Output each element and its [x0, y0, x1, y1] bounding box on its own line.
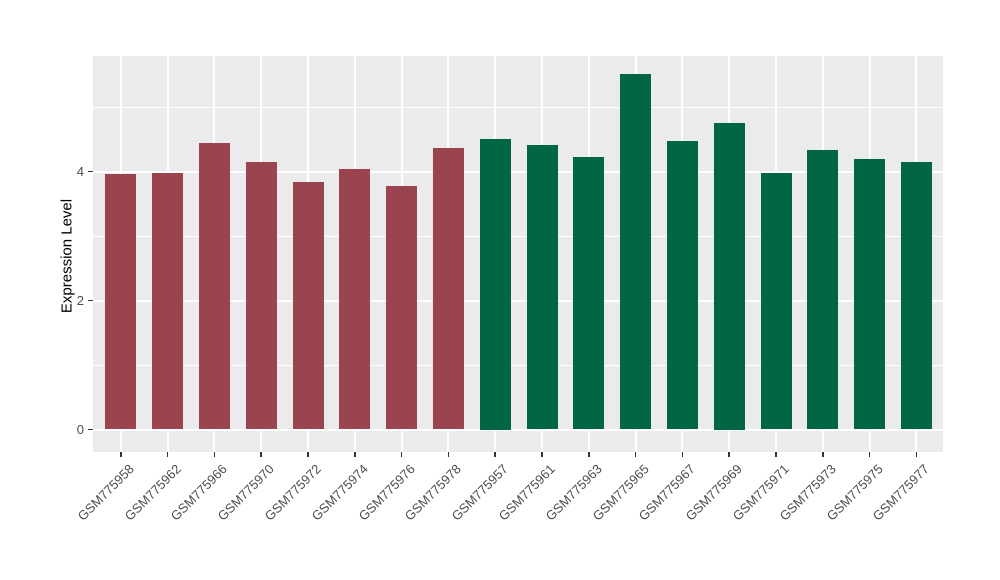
x-tick [634, 452, 637, 457]
minor-gridline [93, 106, 943, 108]
y-tick [88, 299, 93, 302]
x-tick [166, 452, 169, 457]
x-tick [494, 452, 496, 457]
bar-GSM775961 [526, 145, 558, 430]
x-tick [260, 452, 262, 457]
x-tick [354, 452, 356, 457]
bar-GSM775974 [339, 168, 371, 430]
x-tick [728, 452, 730, 457]
bar-GSM775967 [666, 141, 698, 430]
bar-GSM775969 [713, 123, 745, 430]
y-tick-label: 4 [76, 164, 84, 179]
x-tick [447, 452, 450, 457]
bar-GSM775977 [900, 161, 932, 430]
x-tick [120, 452, 122, 457]
bar-GSM775976 [386, 185, 418, 430]
bar-GSM775978 [432, 148, 464, 430]
bar-GSM775958 [105, 174, 137, 430]
major-gridline [93, 428, 943, 431]
y-tick-label: 2 [76, 293, 84, 308]
minor-gridline [93, 364, 943, 366]
major-gridline [93, 299, 943, 302]
minor-gridline [93, 235, 943, 237]
x-tick [868, 452, 871, 457]
bar-GSM775966 [198, 143, 230, 430]
x-tick [307, 452, 309, 457]
bar-GSM775973 [807, 150, 839, 430]
bar-GSM775965 [620, 74, 652, 430]
plot-panel [93, 56, 943, 452]
x-tick [775, 452, 777, 457]
x-tick [822, 452, 824, 457]
x-tick [213, 452, 216, 457]
y-tick [88, 170, 93, 173]
bar-GSM775970 [245, 162, 277, 430]
x-tick [541, 452, 543, 457]
bar-GSM775963 [573, 157, 605, 430]
x-tick [915, 452, 918, 457]
bar-GSM775957 [479, 139, 511, 430]
bar-GSM775972 [292, 181, 324, 430]
y-tick [88, 428, 93, 431]
x-tick [681, 452, 684, 457]
major-gridline [93, 170, 943, 173]
y-tick-label: 0 [76, 422, 84, 437]
bar-GSM775975 [854, 159, 886, 430]
x-tick [400, 452, 403, 457]
bar-GSM775962 [152, 173, 184, 430]
x-tick [588, 452, 590, 457]
bar-GSM775971 [760, 172, 792, 430]
